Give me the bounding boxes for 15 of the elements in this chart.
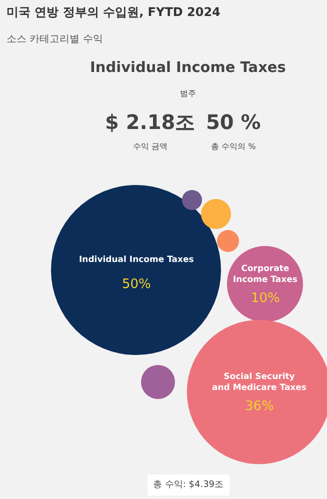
text: 총 수익: $4.39조 xyxy=(153,480,224,490)
text: 수익 금액 xyxy=(133,142,168,151)
data-label: 50% xyxy=(122,277,151,292)
data-label: 10% xyxy=(251,291,280,306)
text: Individual Income Taxes xyxy=(90,60,286,76)
text: 총 수익의 % xyxy=(211,142,256,151)
text: $ 2.18조 xyxy=(105,110,196,134)
category-label: Corporate Income Taxes xyxy=(233,264,298,286)
category-label: Individual Income Taxes xyxy=(79,255,194,265)
data-label: 36% xyxy=(245,399,274,414)
category-label: Social Security and Medicare Taxes xyxy=(212,372,306,394)
text: 소스 카테고리별 수익 xyxy=(6,34,103,45)
text: 미국 연방 정부의 수입원, FYTD 2024 xyxy=(6,4,220,19)
text: 50 % xyxy=(206,110,261,134)
text: 범주 xyxy=(180,89,196,98)
